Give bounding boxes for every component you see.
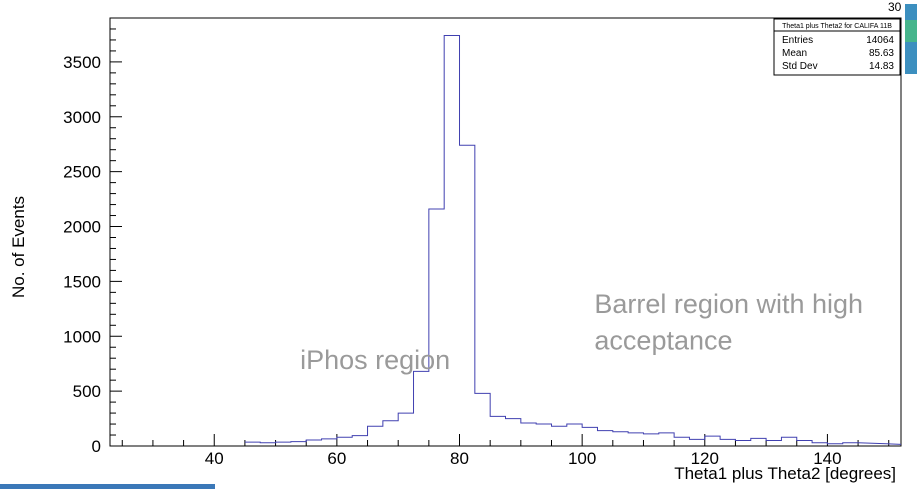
plot-frame xyxy=(109,17,902,447)
y-tick-label: 3000 xyxy=(63,108,101,127)
stats-box-frame xyxy=(773,18,901,76)
y-tick-label: 0 xyxy=(92,437,101,456)
corner-color-strip-2 xyxy=(905,20,917,42)
y-tick-label: 2000 xyxy=(63,218,101,237)
x-tick-label: 40 xyxy=(205,449,224,468)
bottom-left-color-strip xyxy=(0,484,215,489)
y-tick-label: 1500 xyxy=(63,272,101,291)
annotation-text: acceptance xyxy=(594,325,732,355)
x-tick-label: 140 xyxy=(813,449,841,468)
neighbor-canvas-corner: 30 xyxy=(888,0,917,74)
axes xyxy=(110,28,890,447)
stats-box: Theta1 plus Theta2 for CALIFA 11B Entrie… xyxy=(773,18,901,76)
y-tick-label: 500 xyxy=(73,382,101,401)
annotations: iPhos region Barrel region with high accep… xyxy=(300,289,863,375)
x-tick-label: 60 xyxy=(327,449,346,468)
stats-stddev-value: 14.83 xyxy=(869,61,894,72)
y-tick-label: 1000 xyxy=(63,327,101,346)
y-axis-title: No. of Events xyxy=(9,196,28,298)
corner-label: 30 xyxy=(888,0,902,14)
stats-box-title: Theta1 plus Theta2 for CALIFA 11B xyxy=(782,23,892,30)
stats-entries-value: 14064 xyxy=(866,35,894,46)
stats-mean-value: 85.63 xyxy=(869,48,894,59)
x-tick-label: 80 xyxy=(450,449,469,468)
stats-entries-label: Entries xyxy=(782,35,813,46)
stats-mean-label: Mean xyxy=(782,48,807,59)
x-tick-label: 100 xyxy=(568,449,596,468)
x-tick-label: 120 xyxy=(691,449,719,468)
annotation-text: iPhos region xyxy=(300,345,450,375)
tick-labels: 40 60 80 100 120 140 0 500 1000 1500 2000 2500 3000 3… xyxy=(63,53,841,468)
histogram-outline xyxy=(244,35,902,445)
y-tick-label: 3500 xyxy=(63,53,101,72)
y-tick-label: 2500 xyxy=(63,163,101,182)
annotation-text: Barrel region with high xyxy=(594,289,863,319)
x-axis-title: Theta1 plus Theta2 [degrees] xyxy=(674,464,896,483)
stats-stddev-label: Std Dev xyxy=(782,61,818,72)
